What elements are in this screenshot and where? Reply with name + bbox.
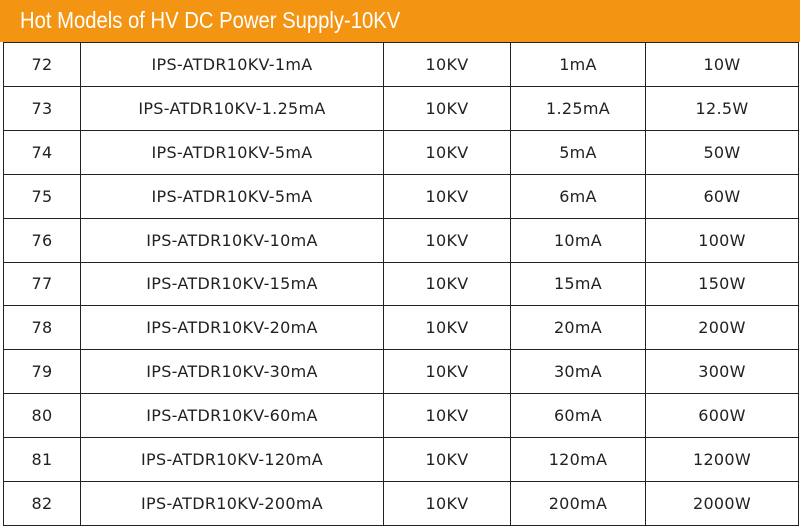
model-name: IPS-ATDR10KV-20mA [80, 305, 384, 351]
table-row: 80 IPS-ATDR10KV-60mA 10KV 60mA 600W [3, 393, 799, 439]
model-name: IPS-ATDR10KV-200mA [80, 481, 384, 526]
row-number: 78 [3, 305, 81, 351]
row-number: 72 [3, 42, 81, 87]
table-row: 82 IPS-ATDR10KV-200mA 10KV 200mA 2000W [3, 481, 799, 526]
model-name: IPS-ATDR10KV-15mA [80, 261, 384, 307]
power: 300W [645, 349, 799, 395]
current: 200mA [510, 481, 646, 526]
voltage: 10KV [383, 305, 511, 351]
model-name: IPS-ATDR10KV-10mA [80, 217, 384, 263]
voltage: 10KV [383, 261, 511, 307]
header-bar: Hot Models of HV DC Power Supply-10KV [0, 0, 800, 42]
row-number: 74 [3, 129, 81, 175]
model-name: IPS-ATDR10KV-1mA [80, 42, 384, 87]
row-number: 82 [3, 481, 81, 526]
power: 150W [645, 261, 799, 307]
voltage: 10KV [383, 393, 511, 439]
current: 10mA [510, 217, 646, 263]
table: 72 IPS-ATDR10KV-1mA 10KV 1mA 10W 73 IPS-ATDR10… [3, 42, 799, 526]
current: 6mA [510, 173, 646, 219]
power: 50W [645, 129, 799, 175]
current: 1mA [510, 42, 646, 87]
model-name: IPS-ATDR10KV-60mA [80, 393, 384, 439]
model-name: IPS-ATDR10KV-120mA [80, 437, 384, 483]
voltage: 10KV [383, 173, 511, 219]
voltage: 10KV [383, 437, 511, 483]
power: 100W [645, 217, 799, 263]
current: 15mA [510, 261, 646, 307]
row-number: 76 [3, 217, 81, 263]
power: 600W [645, 393, 799, 439]
power: 1200W [645, 437, 799, 483]
table-body: 72 IPS-ATDR10KV-1mA 10KV 1mA 10W 73 IPS-ATDR10… [3, 42, 799, 526]
row-number: 77 [3, 261, 81, 307]
power: 2000W [645, 481, 799, 526]
voltage: 10KV [383, 349, 511, 395]
model-name: IPS-ATDR10KV-5mA [80, 129, 384, 175]
power: 10W [645, 42, 799, 87]
current: 60mA [510, 393, 646, 439]
row-number: 75 [3, 173, 81, 219]
power: 12.5W [645, 85, 799, 131]
row-number: 80 [3, 393, 81, 439]
current: 120mA [510, 437, 646, 483]
model-name: IPS-ATDR10KV-1.25mA [80, 85, 384, 131]
voltage: 10KV [383, 42, 511, 87]
table-row: 79 IPS-ATDR10KV-30mA 10KV 30mA 300W [3, 349, 799, 395]
table-row: 73 IPS-ATDR10KV-1.25mA 10KV 1.25mA 12.5W [3, 85, 799, 131]
voltage: 10KV [383, 85, 511, 131]
current: 5mA [510, 129, 646, 175]
row-number: 79 [3, 349, 81, 395]
row-number: 81 [3, 437, 81, 483]
model-name: IPS-ATDR10KV-5mA [80, 173, 384, 219]
voltage: 10KV [383, 481, 511, 526]
table-row: 75 IPS-ATDR10KV-5mA 10KV 6mA 60W [3, 173, 799, 219]
table-row: 81 IPS-ATDR10KV-120mA 10KV 120mA 1200W [3, 437, 799, 483]
table-row: 72 IPS-ATDR10KV-1mA 10KV 1mA 10W [3, 42, 799, 87]
voltage: 10KV [383, 129, 511, 175]
table-row: 78 IPS-ATDR10KV-20mA 10KV 20mA 200W [3, 305, 799, 351]
voltage: 10KV [383, 217, 511, 263]
current: 1.25mA [510, 85, 646, 131]
table-row: 77 IPS-ATDR10KV-15mA 10KV 15mA 150W [3, 261, 799, 307]
current: 20mA [510, 305, 646, 351]
header-title: Hot Models of HV DC Power Supply-10KV [20, 7, 401, 33]
row-number: 73 [3, 85, 81, 131]
power: 200W [645, 305, 799, 351]
table-row: 76 IPS-ATDR10KV-10mA 10KV 10mA 100W [3, 217, 799, 263]
power: 60W [645, 173, 799, 219]
table-row: 74 IPS-ATDR10KV-5mA 10KV 5mA 50W [3, 129, 799, 175]
current: 30mA [510, 349, 646, 395]
model-name: IPS-ATDR10KV-30mA [80, 349, 384, 395]
